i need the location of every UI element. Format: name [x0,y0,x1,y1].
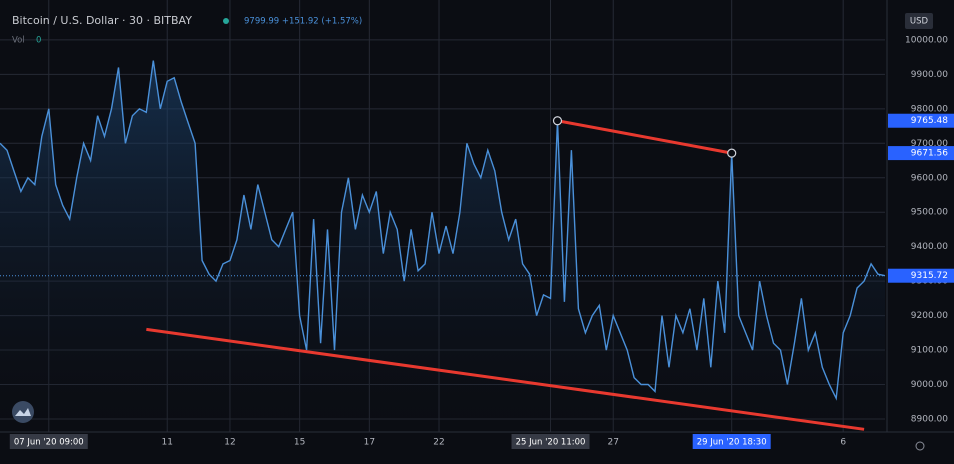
plot [0,60,886,431]
x-axis: 07 Jun '20 09:00 11 12 15 17 22 25 Jun '20 11:… [9,434,846,449]
y-tick-label: 9100.00 [911,346,948,356]
x-label-box [692,434,771,449]
currency-box[interactable] [905,13,933,29]
area [0,60,885,430]
x-tick-label: 07 Jun '20 09:00 [14,438,84,448]
volume-label: Vol [12,36,25,46]
trendline-handle [727,148,737,158]
y-tick-label: 9400.00 [911,242,948,252]
y-tick-label: 10000.00 [905,35,948,45]
y-tick-label: 9800.00 [911,104,948,114]
x-tick-label: 17 [364,438,375,448]
y-tick-label: 9900.00 [911,70,948,80]
y-tick-label: 9000.00 [911,380,948,390]
x-tick-label: 11 [162,438,173,448]
y-tick-label: 9200.00 [911,311,948,321]
x-tick-label: 22 [433,438,444,448]
y-tick-label: 9500.00 [911,208,948,218]
settings-icon[interactable] [915,441,925,451]
price-tag [888,268,954,283]
logo [12,401,34,423]
trendline-handle [552,116,563,126]
x-tick-label: 27 [608,438,619,448]
x-label-box [9,434,88,449]
y-tick-label: 9700.00 [911,139,948,149]
y-tick-label: 9600.00 [911,173,948,183]
x-tick-label: 25 Jun '20 11:00 [516,438,586,448]
currency[interactable]: USD [910,17,929,27]
trendline [557,119,732,155]
x-label-box [511,434,590,449]
x-tick-label: 12 [224,438,235,448]
status-dot [223,18,229,24]
x-tick-label: 6 [840,438,846,448]
volume-value: 0 [36,36,41,46]
y-tick-label: 8900.00 [911,414,948,424]
trendline [146,327,865,431]
price-tag-label: 9671.56 [911,149,948,159]
price-line [0,60,886,401]
price-tag-label: 9765.48 [911,116,948,126]
chart-title: Bitcoin / U.S. Dollar · 30 · BITBAY [12,14,192,27]
price-tag [888,113,954,128]
price-tag-label: 9315.72 [911,271,948,281]
y-axis: 8900.009000.009100.009200.009300.009400.… [888,35,954,424]
x-tick-label: 15 [294,438,305,448]
x-tick-label: 29 Jun '20 18:30 [697,438,767,448]
price-tag [888,146,954,161]
quote: 9799.99 +151.92 (+1.57%) [244,17,362,27]
